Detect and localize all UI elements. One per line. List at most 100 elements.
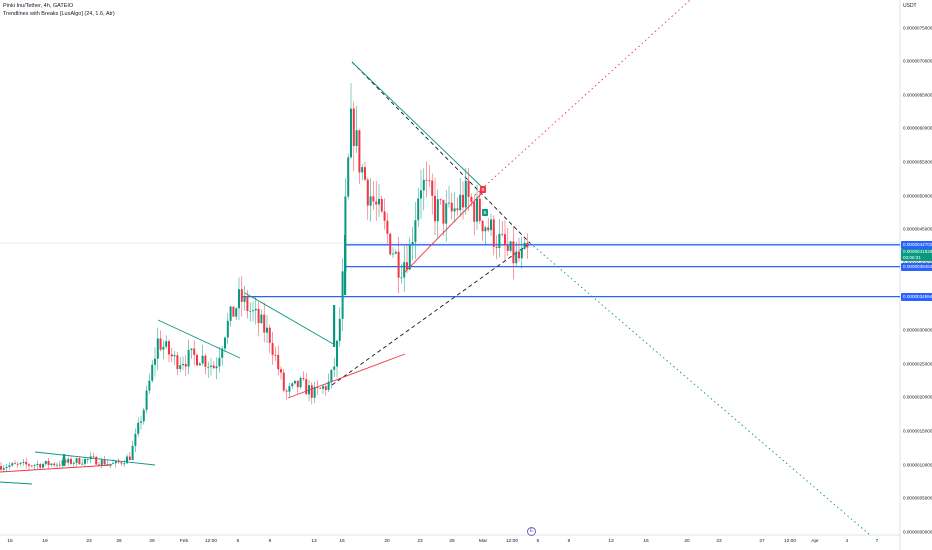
candle-body <box>445 203 448 224</box>
candle-body <box>39 463 42 468</box>
candle-body <box>492 219 495 247</box>
candle-body <box>406 262 408 270</box>
support-trendline-feb <box>287 353 406 399</box>
candle-body <box>378 199 380 205</box>
candle-body <box>173 355 176 357</box>
candle-body <box>436 199 439 222</box>
candle-body <box>215 366 218 369</box>
candle-body <box>369 196 372 206</box>
time-tick: 26 <box>116 539 122 544</box>
candle-body <box>310 385 313 398</box>
candle-body <box>322 386 324 389</box>
candle-body <box>333 366 336 370</box>
candle-body <box>481 220 484 232</box>
price-tick: 0.00000300000 <box>903 327 932 333</box>
candle-body <box>263 314 266 333</box>
candle-body <box>260 314 263 324</box>
candle-body <box>53 463 56 466</box>
candle-body <box>70 458 72 464</box>
candle-body <box>196 354 198 366</box>
candle-body <box>84 458 86 464</box>
candle-body <box>462 194 464 208</box>
candle-body <box>67 458 70 463</box>
candle-body <box>448 202 450 204</box>
price-tick: 0.00000450000 <box>903 226 932 232</box>
candle-body <box>509 241 512 251</box>
candle-body <box>63 454 66 466</box>
candle-body <box>380 199 383 212</box>
candle-body <box>145 390 148 410</box>
candle-body <box>324 386 327 390</box>
time-tick: 9 <box>567 539 571 544</box>
candle-body <box>123 463 126 465</box>
candle-body <box>316 386 319 389</box>
price-label: 0.00000427027 <box>901 240 932 249</box>
candle-body <box>95 456 98 465</box>
candle-body <box>235 308 238 317</box>
candle-body <box>232 306 235 317</box>
chart-legend: Pinki Inu/Tether, 4h, GATEIO Trendlines … <box>3 2 115 18</box>
candle-body <box>372 196 375 202</box>
candle-body <box>190 348 193 350</box>
candle-body <box>92 456 95 458</box>
candle-body <box>42 464 44 468</box>
resistance-trendline <box>351 61 486 191</box>
price-tick: 0.00000250000 <box>903 361 932 367</box>
price-tick: 0.00000750000 <box>903 25 932 31</box>
candle-body <box>98 464 100 466</box>
candle-body <box>142 409 145 422</box>
candle-body <box>274 354 277 356</box>
candle-body <box>117 461 120 463</box>
candle-body <box>313 386 316 398</box>
candle-body <box>400 277 403 279</box>
candle-body <box>257 308 260 324</box>
candle-body <box>439 199 442 201</box>
candle-body <box>5 467 8 469</box>
candle-body <box>268 327 271 343</box>
candle-body <box>58 464 61 466</box>
resistance-trendline-start <box>0 481 33 485</box>
candle-body <box>282 372 285 391</box>
time-tick: 27 <box>759 539 765 544</box>
candle-body <box>106 464 109 465</box>
candle-body <box>431 180 434 196</box>
candle-body <box>352 108 355 146</box>
time-tick: 4 <box>845 539 849 544</box>
candle-body <box>14 463 16 465</box>
candle-body <box>476 198 478 222</box>
price-tick: 0.00000100000 <box>903 462 932 468</box>
dashed-resistance-trendline <box>351 61 531 244</box>
candle-body <box>478 198 481 221</box>
candle-body <box>523 242 526 250</box>
candle-body <box>36 463 39 466</box>
candle-body <box>425 179 428 181</box>
candle-body <box>308 385 310 395</box>
candle-body <box>8 465 11 468</box>
candle-body <box>299 377 302 388</box>
resistance-trendline-feb <box>244 292 336 346</box>
candle-body <box>355 130 358 146</box>
event-icon[interactable]: E <box>527 527 536 536</box>
time-tick: 26 <box>449 539 455 544</box>
candle-body <box>109 463 112 465</box>
price-tick: 0.00000550000 <box>903 159 932 165</box>
time-tick: 6 <box>236 539 240 544</box>
price-tick: 0.00000700000 <box>903 58 932 64</box>
candle-body <box>47 460 50 466</box>
candle-body <box>44 460 47 465</box>
indicator-title[interactable]: Trendlines with Breaks [LuxAlgo] (24, 1.… <box>3 11 115 17</box>
candle-body <box>428 180 431 182</box>
time-tick: 23 <box>417 539 423 544</box>
candle-body <box>182 364 184 366</box>
candle-body <box>422 179 425 191</box>
candle-body <box>498 233 501 248</box>
price-tick: 0.00000650000 <box>903 92 932 98</box>
candle-body <box>229 306 232 321</box>
candle-body <box>459 194 462 211</box>
candle-body <box>0 466 2 470</box>
time-tick: 13 <box>311 539 317 544</box>
symbol-title[interactable]: Pinki Inu/Tether, 4h, GATEIO <box>3 3 74 9</box>
candle-body <box>453 208 456 212</box>
